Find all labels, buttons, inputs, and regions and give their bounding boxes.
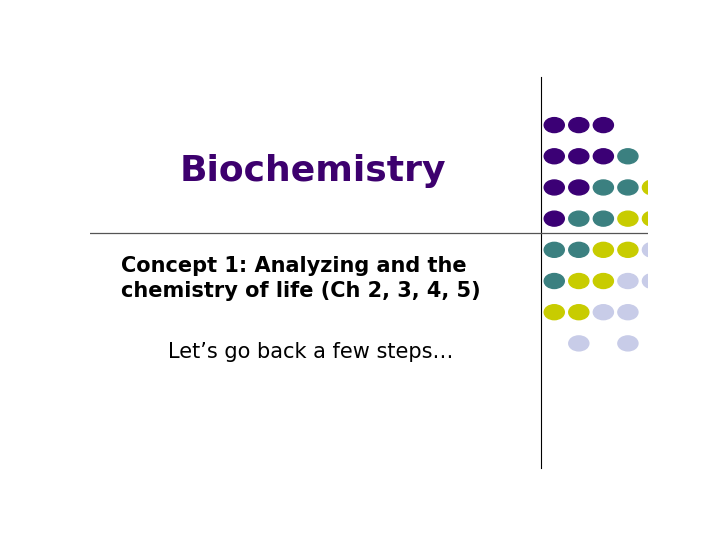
Circle shape bbox=[642, 211, 662, 226]
Circle shape bbox=[593, 180, 613, 195]
Circle shape bbox=[569, 305, 589, 320]
Circle shape bbox=[569, 118, 589, 133]
Circle shape bbox=[618, 274, 638, 288]
Text: Biochemistry: Biochemistry bbox=[180, 154, 446, 188]
Circle shape bbox=[569, 180, 589, 195]
Circle shape bbox=[544, 180, 564, 195]
Circle shape bbox=[544, 149, 564, 164]
Circle shape bbox=[593, 149, 613, 164]
Circle shape bbox=[569, 336, 589, 351]
Circle shape bbox=[544, 211, 564, 226]
Circle shape bbox=[642, 242, 662, 258]
Circle shape bbox=[569, 211, 589, 226]
Circle shape bbox=[618, 211, 638, 226]
Circle shape bbox=[593, 211, 613, 226]
Circle shape bbox=[593, 118, 613, 133]
Circle shape bbox=[569, 149, 589, 164]
Circle shape bbox=[642, 180, 662, 195]
Circle shape bbox=[544, 274, 564, 288]
Circle shape bbox=[618, 180, 638, 195]
Circle shape bbox=[618, 149, 638, 164]
Circle shape bbox=[544, 305, 564, 320]
Text: Concept 1: Analyzing and the: Concept 1: Analyzing and the bbox=[121, 256, 467, 276]
Text: Let’s go back a few steps…: Let’s go back a few steps… bbox=[168, 342, 454, 362]
Circle shape bbox=[618, 336, 638, 351]
Circle shape bbox=[642, 274, 662, 288]
Circle shape bbox=[569, 274, 589, 288]
Text: chemistry of life (Ch 2, 3, 4, 5): chemistry of life (Ch 2, 3, 4, 5) bbox=[121, 281, 480, 301]
Circle shape bbox=[593, 242, 613, 258]
Circle shape bbox=[544, 242, 564, 258]
Circle shape bbox=[618, 305, 638, 320]
Circle shape bbox=[593, 305, 613, 320]
Circle shape bbox=[569, 242, 589, 258]
Circle shape bbox=[618, 242, 638, 258]
Circle shape bbox=[544, 118, 564, 133]
Circle shape bbox=[593, 274, 613, 288]
